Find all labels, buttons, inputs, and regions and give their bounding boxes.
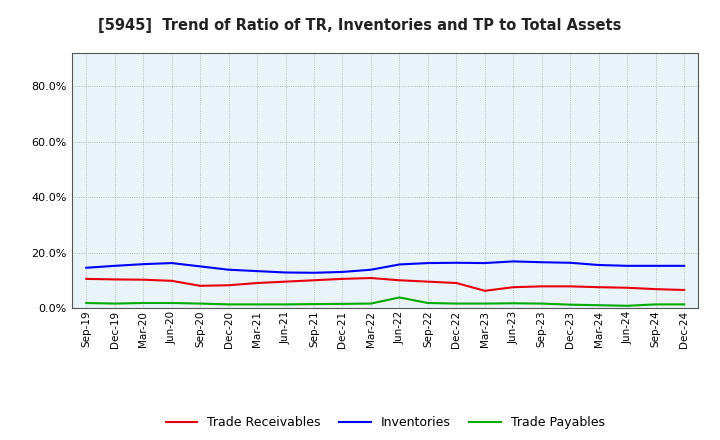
Trade Payables (423, 301, 432, 306)
Trade Payables (509, 301, 518, 306)
Inventories (452, 260, 461, 265)
Inventories (480, 260, 489, 266)
Trade Payables (680, 302, 688, 307)
Inventories (253, 268, 261, 274)
Inventories (509, 259, 518, 264)
Trade Payables (253, 302, 261, 307)
Trade Payables (82, 301, 91, 306)
Inventories (338, 269, 347, 275)
Trade Receivables (196, 283, 204, 289)
Trade Receivables (595, 285, 603, 290)
Inventories (680, 263, 688, 268)
Trade Receivables (139, 277, 148, 282)
Trade Payables (110, 301, 119, 306)
Trade Receivables (110, 277, 119, 282)
Trade Payables (282, 302, 290, 307)
Trade Payables (623, 303, 631, 308)
Inventories (537, 260, 546, 265)
Inventories (423, 260, 432, 266)
Trade Receivables (253, 280, 261, 286)
Trade Receivables (310, 278, 318, 283)
Trade Payables (566, 302, 575, 307)
Trade Receivables (366, 275, 375, 281)
Trade Payables (595, 303, 603, 308)
Trade Payables (652, 302, 660, 307)
Trade Payables (310, 301, 318, 307)
Trade Receivables (509, 285, 518, 290)
Trade Payables (225, 302, 233, 307)
Trade Payables (167, 301, 176, 306)
Line: Inventories: Inventories (86, 261, 684, 273)
Inventories (82, 265, 91, 271)
Trade Payables (395, 295, 404, 300)
Trade Receivables (652, 286, 660, 292)
Inventories (110, 263, 119, 268)
Line: Trade Payables: Trade Payables (86, 297, 684, 306)
Text: [5945]  Trend of Ratio of TR, Inventories and TP to Total Assets: [5945] Trend of Ratio of TR, Inventories… (99, 18, 621, 33)
Line: Trade Receivables: Trade Receivables (86, 278, 684, 291)
Trade Receivables (423, 279, 432, 284)
Inventories (196, 264, 204, 269)
Trade Payables (338, 301, 347, 307)
Inventories (310, 270, 318, 275)
Trade Receivables (282, 279, 290, 284)
Trade Receivables (82, 276, 91, 282)
Trade Receivables (623, 285, 631, 290)
Trade Payables (139, 301, 148, 306)
Trade Receivables (480, 288, 489, 293)
Inventories (167, 260, 176, 266)
Inventories (282, 270, 290, 275)
Trade Receivables (338, 276, 347, 282)
Trade Payables (366, 301, 375, 306)
Trade Receivables (395, 278, 404, 283)
Inventories (395, 262, 404, 267)
Trade Receivables (225, 282, 233, 288)
Inventories (139, 261, 148, 267)
Trade Receivables (452, 280, 461, 286)
Trade Payables (452, 301, 461, 306)
Inventories (366, 267, 375, 272)
Inventories (652, 263, 660, 268)
Trade Receivables (680, 287, 688, 293)
Inventories (566, 260, 575, 265)
Trade Payables (537, 301, 546, 306)
Trade Payables (480, 301, 489, 306)
Trade Receivables (537, 284, 546, 289)
Legend: Trade Receivables, Inventories, Trade Payables: Trade Receivables, Inventories, Trade Pa… (161, 411, 610, 434)
Inventories (595, 262, 603, 268)
Trade Payables (196, 301, 204, 306)
Trade Receivables (566, 284, 575, 289)
Inventories (623, 263, 631, 268)
Trade Receivables (167, 278, 176, 283)
Inventories (225, 267, 233, 272)
